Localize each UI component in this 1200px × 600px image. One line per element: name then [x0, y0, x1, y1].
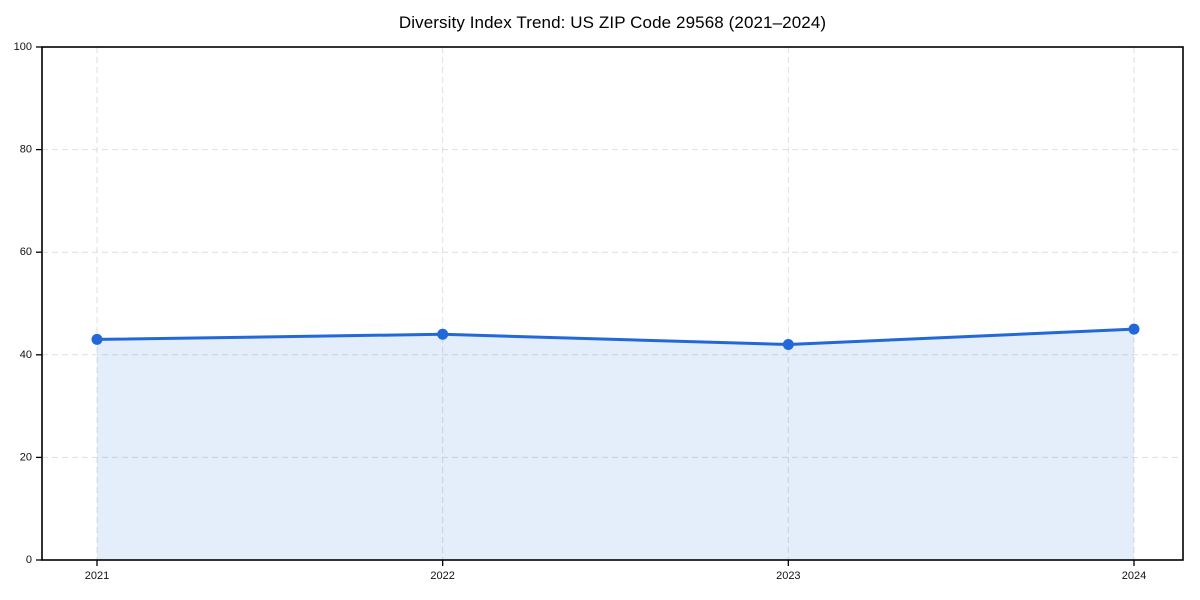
y-tick-label: 0	[26, 554, 32, 566]
plot-frame	[41, 46, 1184, 561]
y-tick-label: 20	[20, 451, 32, 463]
data-point-2023	[782, 339, 794, 351]
y-tick-label: 80	[20, 144, 32, 156]
y-tick-label: 100	[14, 41, 32, 53]
y-tick-label: 40	[20, 349, 32, 361]
trend-line	[95, 327, 1136, 347]
x-tick-label: 2021	[85, 570, 109, 582]
x-tick-label: 2024	[1122, 570, 1146, 582]
x-tick-label: 2023	[776, 570, 800, 582]
chart-title: Diversity Index Trend: US ZIP Code 29568…	[398, 13, 827, 32]
data-point-2022	[437, 328, 449, 340]
data-point-2021	[91, 333, 103, 345]
area-fill	[97, 329, 1134, 560]
x-tick-label: 2022	[430, 570, 454, 582]
y-tick-label: 60	[20, 246, 32, 258]
data-point-2024	[1128, 323, 1140, 335]
